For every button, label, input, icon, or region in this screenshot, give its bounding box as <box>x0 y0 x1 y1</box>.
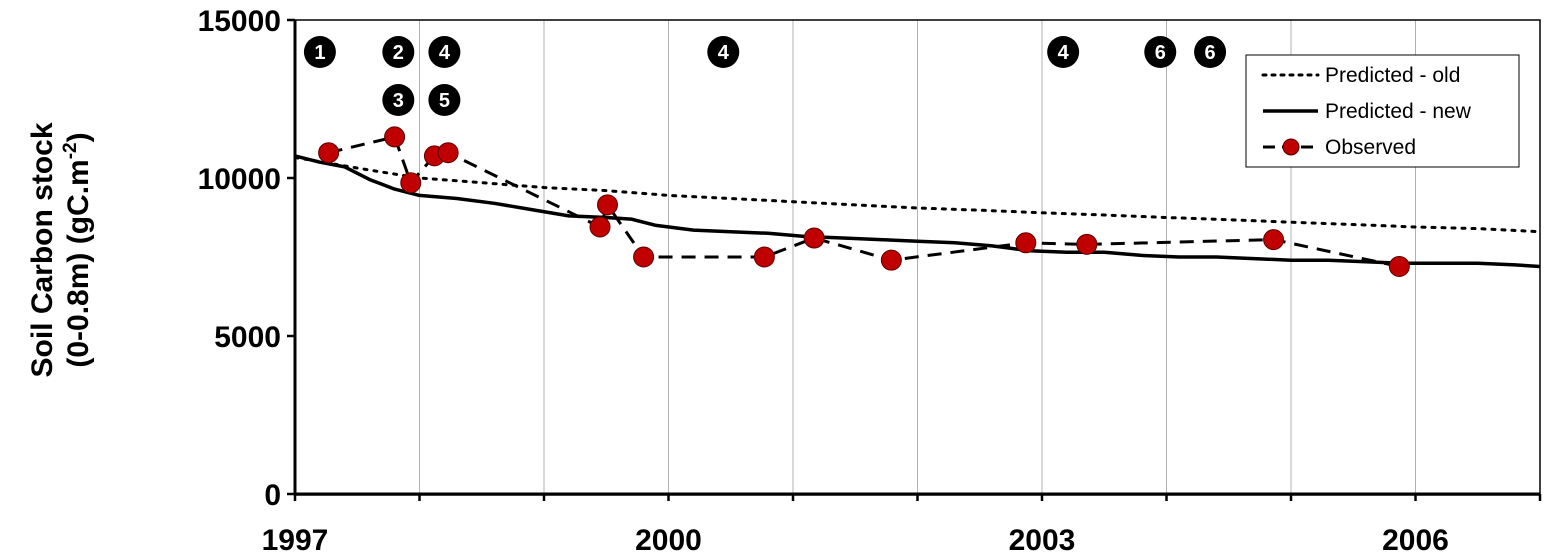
legend-label-predicted-old: Predicted - old <box>1325 64 1460 87</box>
y-axis-title-superscript: -2 <box>60 142 81 159</box>
observed-point <box>437 142 459 164</box>
observed-point <box>1015 232 1037 254</box>
legend: Predicted - old Predicted - new Observed <box>1245 54 1520 168</box>
annotation-badge-label: 1 <box>314 42 325 64</box>
annotation-badge-label: 2 <box>393 42 404 64</box>
observed-point <box>803 227 825 249</box>
legend-label-predicted-new: Predicted - new <box>1325 100 1472 123</box>
series-line-predicted-new <box>294 154 1541 269</box>
annotation-badge: 4 <box>1047 36 1080 68</box>
annotation-badge: 4 <box>428 36 461 68</box>
y-axis-title-line2: (0-0.8m) (gC.m-2) <box>60 132 95 367</box>
observed-point <box>1388 255 1410 277</box>
observed-point <box>880 249 902 271</box>
observed-point <box>1076 233 1098 255</box>
annotation-badge-label: 6 <box>1155 42 1166 64</box>
annotation-badge-label: 5 <box>439 90 450 112</box>
y-axis-title-line1: Soil Carbon stock <box>26 122 59 377</box>
observed-point <box>633 246 655 268</box>
y-tick-label: 10000 <box>198 163 281 196</box>
annotation-badge-label: 4 <box>439 42 451 64</box>
observed-point <box>596 194 618 216</box>
annotation-badge-circle <box>303 36 336 68</box>
x-tick-label: 2000 <box>635 524 702 557</box>
annotation-badge-label: 3 <box>393 90 404 112</box>
y-axis-title-2: (0-0.8m) (gC.m-2) <box>60 132 95 367</box>
x-tick-label: 2003 <box>1009 524 1076 557</box>
series-line-predicted-old <box>293 156 1542 234</box>
y-tick-label: 15000 <box>198 5 281 38</box>
legend-label-observed: Observed <box>1325 136 1416 159</box>
annotation-badge-label: 4 <box>718 42 730 64</box>
annotation-badge: 2 <box>382 36 415 68</box>
annotation-badge-circle <box>1194 36 1227 68</box>
annotation-badge: 5 <box>428 84 461 116</box>
series-layer <box>293 126 1542 277</box>
annotation-badge: 3 <box>382 84 415 116</box>
annotation-badge-circle <box>428 84 461 116</box>
annotation-badge-circle <box>1144 36 1177 68</box>
annotation-badges: 1 2 4 4 4 6 6 3 5 <box>303 36 1227 116</box>
annotation-badge-circle <box>428 36 461 68</box>
annotation-badge-circle <box>382 84 415 116</box>
annotation-badge-circle <box>1047 36 1080 68</box>
annotation-badge: 6 <box>1194 36 1227 68</box>
y-axis-title: Soil Carbon stock <box>26 122 59 377</box>
annotation-badge: 6 <box>1144 36 1177 68</box>
plot-area-border <box>294 19 1541 496</box>
observed-point <box>318 142 340 164</box>
x-tick-labels: 1997 2000 2003 2006 <box>262 524 1449 557</box>
annotation-badge-circle <box>382 36 415 68</box>
y-tick-label: 0 <box>264 479 281 512</box>
legend-swatch-observed-marker <box>1282 138 1300 156</box>
observed-point <box>589 216 611 238</box>
annotation-badge: 1 <box>303 36 336 68</box>
x-tick-label: 1997 <box>262 524 329 557</box>
observed-point <box>1263 229 1285 251</box>
y-axis-title-main: (0-0.8m) (gC.m <box>62 159 95 367</box>
x-tick-label: 2006 <box>1382 524 1449 557</box>
annotation-badge-circle <box>707 36 740 68</box>
y-tick-label: 5000 <box>214 321 281 354</box>
observed-point <box>753 246 775 268</box>
observed-point <box>384 126 406 148</box>
observed-point <box>400 172 422 194</box>
y-axis-title-close: ) <box>62 132 95 142</box>
annotation-badge: 4 <box>707 36 740 68</box>
y-tick-labels: 0 5000 10000 15000 <box>198 5 281 512</box>
annotation-badge-label: 4 <box>1058 42 1070 64</box>
annotation-badge-label: 6 <box>1205 42 1216 64</box>
